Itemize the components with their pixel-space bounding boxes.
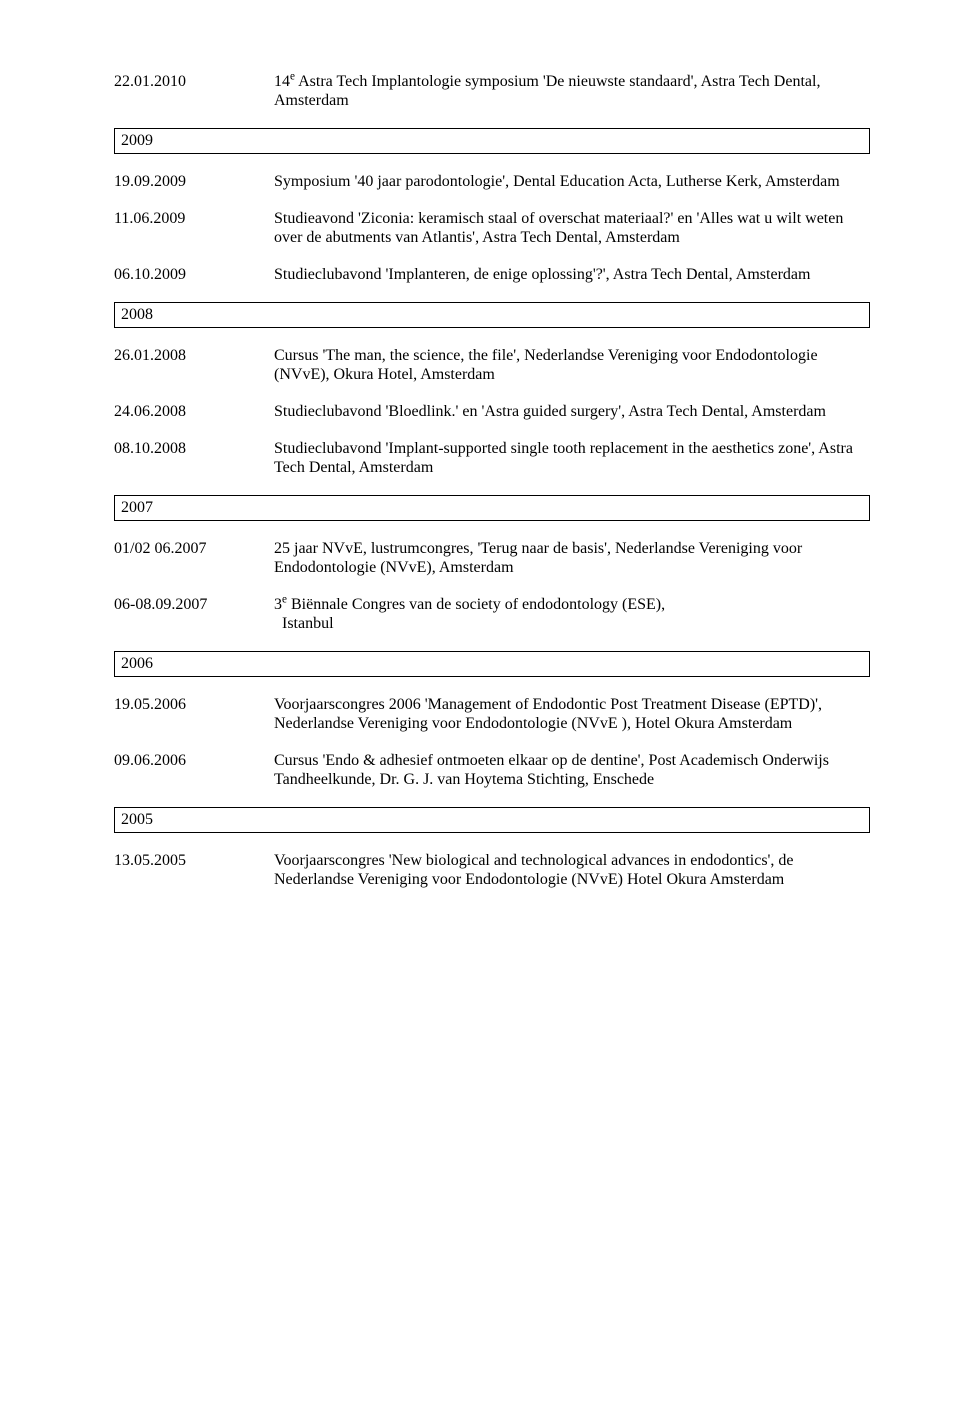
entry-description: 3e Biënnale Congres van de society of en… — [274, 595, 870, 614]
entry-date: 11.06.2009 — [114, 209, 274, 247]
entry-description: Cursus 'Endo & adhesief ontmoeten elkaar… — [274, 751, 870, 789]
cv-entry: 08.10.2008Studieclubavond 'Implant-suppo… — [114, 439, 870, 477]
cv-entry: 24.06.2008Studieclubavond 'Bloedlink.' e… — [114, 402, 870, 421]
entry-description: Symposium '40 jaar parodontologie', Dent… — [274, 172, 870, 191]
cv-entry: 09.06.2006Cursus 'Endo & adhesief ontmoe… — [114, 751, 870, 789]
document-content: 22.01.201014e Astra Tech Implantologie s… — [114, 72, 870, 889]
entry-description: Voorjaarscongres 2006 'Management of End… — [274, 695, 870, 733]
cv-entry: 19.05.2006Voorjaarscongres 2006 'Managem… — [114, 695, 870, 733]
entry-description: 14e Astra Tech Implantologie symposium '… — [274, 72, 870, 110]
entry-date: 09.06.2006 — [114, 751, 274, 789]
entry-description: Studieclubavond 'Bloedlink.' en 'Astra g… — [274, 402, 870, 421]
year-divider: 2007 — [114, 495, 870, 520]
entry-description: Cursus 'The man, the science, the file',… — [274, 346, 870, 384]
entry-description: Studieclubavond 'Implanteren, de enige o… — [274, 265, 870, 284]
entry-date: 06.10.2009 — [114, 265, 274, 284]
entry-date: 19.09.2009 — [114, 172, 274, 191]
year-divider: 2009 — [114, 128, 870, 153]
entry-date: 24.06.2008 — [114, 402, 274, 421]
entry-date: 06-08.09.2007 — [114, 595, 274, 633]
cv-entry: 13.05.2005Voorjaarscongres 'New biologic… — [114, 851, 870, 889]
cv-entry: 26.01.2008Cursus 'The man, the science, … — [114, 346, 870, 384]
entry-description: 25 jaar NVvE, lustrumcongres, 'Terug naa… — [274, 539, 870, 577]
cv-entry: 11.06.2009Studieavond 'Ziconia: keramisc… — [114, 209, 870, 247]
entry-date: 19.05.2006 — [114, 695, 274, 733]
entry-description-line2: Istanbul — [274, 614, 870, 633]
entry-date: 13.05.2005 — [114, 851, 274, 889]
cv-entry: 22.01.201014e Astra Tech Implantologie s… — [114, 72, 870, 110]
cv-entry: 06.10.2009Studieclubavond 'Implanteren, … — [114, 265, 870, 284]
year-divider: 2008 — [114, 302, 870, 327]
entry-description: Studieclubavond 'Implant-supported singl… — [274, 439, 870, 477]
year-divider: 2006 — [114, 651, 870, 676]
year-divider: 2005 — [114, 807, 870, 832]
cv-entry: 06-08.09.20073e Biënnale Congres van de … — [114, 595, 870, 633]
entry-date: 08.10.2008 — [114, 439, 274, 477]
entry-description: Studieavond 'Ziconia: keramisch staal of… — [274, 209, 870, 247]
entry-description: Voorjaarscongres 'New biological and tec… — [274, 851, 870, 889]
entry-date: 22.01.2010 — [114, 72, 274, 110]
entry-date: 26.01.2008 — [114, 346, 274, 384]
cv-entry: 19.09.2009Symposium '40 jaar parodontolo… — [114, 172, 870, 191]
entry-date: 01/02 06.2007 — [114, 539, 274, 577]
cv-entry: 01/02 06.200725 jaar NVvE, lustrumcongre… — [114, 539, 870, 577]
